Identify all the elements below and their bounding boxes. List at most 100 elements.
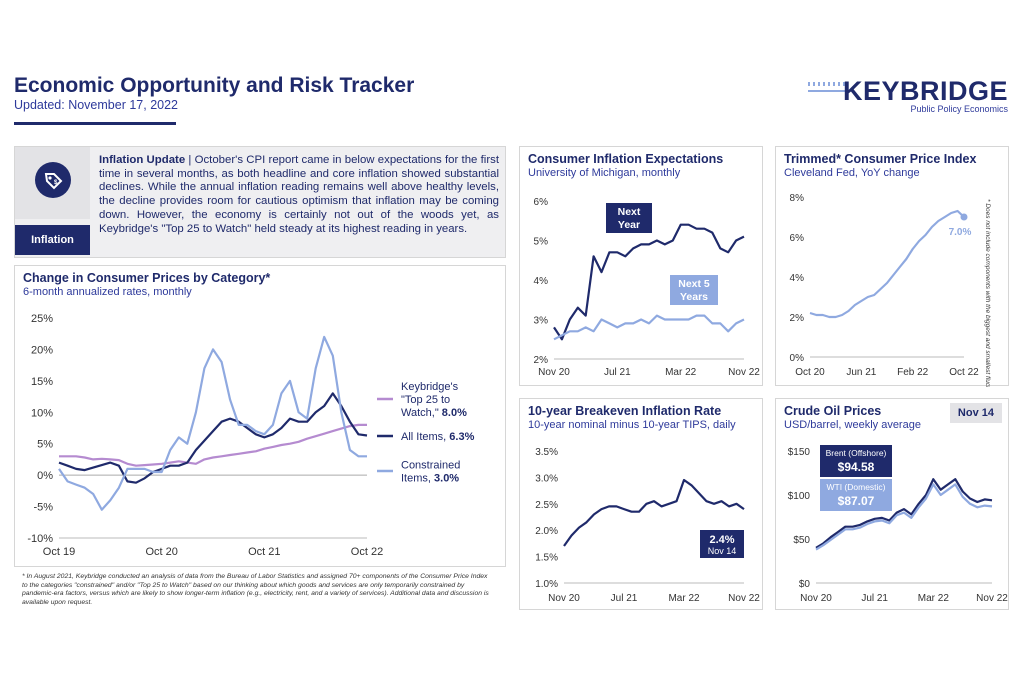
series-line xyxy=(553,314,745,341)
inflation-label: Inflation xyxy=(15,225,90,255)
y-tick-label: -5% xyxy=(33,502,53,514)
y-tick-label: $150 xyxy=(788,447,811,458)
inflation-update-text: Inflation Update | October's CPI report … xyxy=(99,154,499,236)
cpi-category-panel: Change in Consumer Prices by Category* 6… xyxy=(14,265,506,567)
x-tick-label: Nov 22 xyxy=(728,593,760,604)
y-tick-label: 3.5% xyxy=(535,447,558,458)
y-tick-label: 2.0% xyxy=(535,526,558,537)
legend-label: "Top 25 to xyxy=(401,394,450,406)
y-tick-label: 5% xyxy=(534,237,549,248)
chart-title: Crude Oil Prices xyxy=(784,404,882,418)
series-label: Year xyxy=(618,219,640,231)
chart-subtitle: University of Michigan, monthly xyxy=(528,167,681,179)
series-label: Next 5 xyxy=(678,278,710,290)
chart-subtitle: Cleveland Fed, YoY change xyxy=(784,167,920,179)
series-label-box xyxy=(606,203,652,233)
chart-subtitle: 10-year nominal minus 10-year TIPS, dail… xyxy=(528,419,736,431)
legend-value: 8.0% xyxy=(442,407,467,419)
y-tick-label: 20% xyxy=(31,344,53,356)
series-label-box xyxy=(820,479,892,511)
inflation-icon-box: $ xyxy=(15,147,90,219)
x-tick-label: Jul 21 xyxy=(611,593,638,604)
price-tag-icon: $ xyxy=(35,162,71,198)
y-tick-label: 15% xyxy=(31,376,53,388)
trimmed-cpi-chart: 0% 2% 4% 6% 8% Oct 20 Jun 21 Feb 22 Oct 22 7.0% * … xyxy=(790,193,991,387)
value-label: 7.0% xyxy=(949,227,972,238)
chart-title: 10-year Breakeven Inflation Rate xyxy=(528,404,722,418)
value-label-box xyxy=(700,530,744,558)
crude-oil-panel: Crude Oil Prices USD/barrel, weekly aver… xyxy=(775,398,1009,610)
logo-tagline: Public Policy Economics xyxy=(910,104,1008,114)
series-label: Next xyxy=(618,206,641,218)
value-label: $94.58 xyxy=(838,460,875,474)
series-label: Brent (Offshore) xyxy=(826,448,887,458)
y-tick-label: 10% xyxy=(31,407,53,419)
series-line xyxy=(815,478,993,549)
y-tick-label: 4% xyxy=(790,273,805,284)
inflation-update-heading: Inflation Update xyxy=(99,154,186,166)
legend-label: All Items, 6.3% xyxy=(401,431,475,443)
legend-label: Watch," 8.0% xyxy=(401,407,467,419)
chart-subtitle: 6-month annualized rates, monthly xyxy=(23,286,192,298)
legend-label: Constrained xyxy=(401,460,460,472)
series-line xyxy=(553,223,745,341)
y-tick-label: -10% xyxy=(27,533,53,545)
inflation-expectations-panel: Consumer Inflation Expectations Universi… xyxy=(519,146,763,386)
crude-oil-chart: $0 $50 $100 $150 Nov 20 Jul 21 Mar 22 Nov 22 Bre… xyxy=(788,445,1008,604)
series-label: Years xyxy=(680,291,708,303)
x-tick-label: Nov 20 xyxy=(800,593,832,604)
y-tick-label: 1.0% xyxy=(535,579,558,590)
chart-title: Trimmed* Consumer Price Index xyxy=(784,152,977,166)
legend-label: Keybridge's xyxy=(401,381,459,393)
y-tick-label: $0 xyxy=(799,579,811,590)
x-tick-label: Jun 21 xyxy=(846,367,876,378)
x-tick-label: Jul 21 xyxy=(861,593,888,604)
series-line xyxy=(58,335,367,511)
series-label-box xyxy=(820,445,892,477)
y-tick-label: 2% xyxy=(534,355,549,366)
x-tick-label: Oct 22 xyxy=(351,546,383,558)
x-tick-label: Nov 22 xyxy=(976,593,1008,604)
logo-wordmark: KEYBRIDGE xyxy=(842,76,1008,106)
y-tick-label: 3% xyxy=(534,316,549,327)
value-sublabel: Nov 14 xyxy=(708,546,737,556)
series-line xyxy=(563,478,745,547)
y-tick-label: 4% xyxy=(534,276,549,287)
svg-text:$: $ xyxy=(54,180,58,186)
legend-value: 3.0% xyxy=(434,473,459,485)
x-tick-label: Oct 21 xyxy=(248,546,280,558)
series-line xyxy=(59,423,367,467)
x-tick-label: Nov 22 xyxy=(728,367,760,378)
legend-value: 6.3% xyxy=(449,431,474,443)
x-tick-label: Jul 21 xyxy=(604,367,631,378)
series-line xyxy=(58,392,368,484)
chart-note: * Does not include components with the b… xyxy=(984,199,991,387)
value-label: $87.07 xyxy=(838,494,875,508)
y-tick-label: 2.5% xyxy=(535,500,558,511)
legend-label: Items, 3.0% xyxy=(401,473,459,485)
x-tick-label: Mar 22 xyxy=(918,593,950,604)
series-label: WTI (Domestic) xyxy=(826,482,885,492)
y-tick-label: 0% xyxy=(37,470,53,482)
y-tick-label: 6% xyxy=(534,197,549,208)
x-tick-label: Nov 20 xyxy=(538,367,570,378)
trimmed-cpi-panel: Trimmed* Consumer Price Index Cleveland … xyxy=(775,146,1009,387)
page-title: Economic Opportunity and Risk Tracker xyxy=(14,74,415,97)
x-tick-label: Mar 22 xyxy=(665,367,697,378)
y-tick-label: 5% xyxy=(37,439,53,451)
y-tick-label: 8% xyxy=(790,193,805,204)
date-badge: Nov 14 xyxy=(949,403,1002,423)
title-underline xyxy=(14,122,176,125)
value-label: 2.4% xyxy=(709,534,734,546)
x-tick-label: Oct 19 xyxy=(43,546,75,558)
updated-date: Updated: November 17, 2022 xyxy=(14,98,178,112)
x-tick-label: Oct 20 xyxy=(795,367,825,378)
cpi-category-chart: -10% -5% 0% 5% 10% 15% 20% 25% Oct 19 Oct 20 Oct 2… xyxy=(27,313,475,558)
y-tick-label: $50 xyxy=(793,535,810,546)
x-tick-label: Nov 20 xyxy=(548,593,580,604)
footnote: * In August 2021, Keybridge conducted an… xyxy=(22,573,489,606)
series-line xyxy=(815,483,993,551)
y-tick-label: 6% xyxy=(790,233,805,244)
breakeven-panel: 10-year Breakeven Inflation Rate 10-year… xyxy=(519,398,763,610)
y-tick-label: 2% xyxy=(790,313,805,324)
